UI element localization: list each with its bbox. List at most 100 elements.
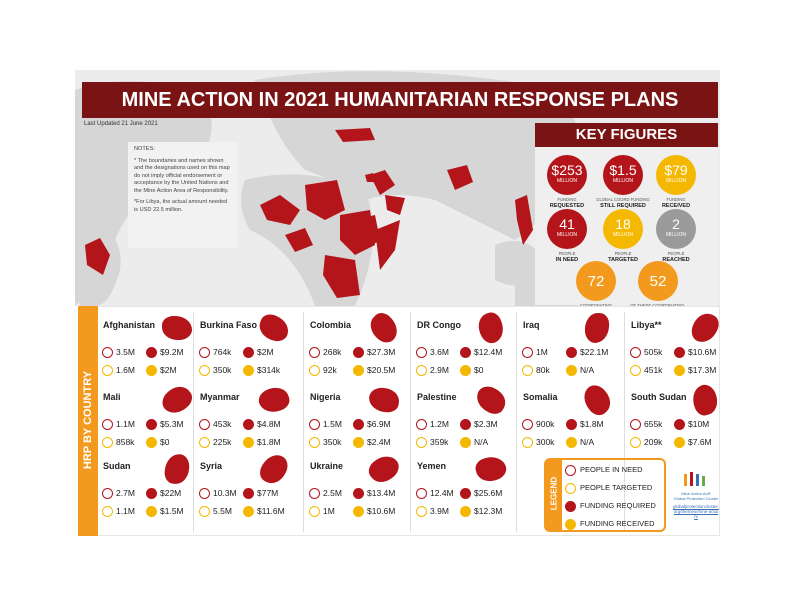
funding-received: $1.5M xyxy=(160,506,184,516)
legend-strip xyxy=(546,460,562,530)
people-in-need: 10.3M xyxy=(213,488,237,498)
legend-icon xyxy=(243,488,254,499)
country-name: Colombia xyxy=(310,320,352,330)
legend-icon xyxy=(353,437,364,448)
people-targeted: 80k xyxy=(536,365,550,375)
divider xyxy=(303,312,304,532)
funding-received: $0 xyxy=(160,437,170,447)
figure-sub: PEOPLE xyxy=(667,251,685,256)
people-targeted: 858k xyxy=(116,437,135,447)
people-targeted: 225k xyxy=(213,437,232,447)
people-in-need: 453k xyxy=(213,419,232,429)
legend-icon xyxy=(565,465,576,476)
funding-received: $2M xyxy=(160,365,177,375)
people-targeted: 359k xyxy=(430,437,449,447)
country-name: Myanmar xyxy=(200,392,240,402)
legend-icon xyxy=(565,519,576,530)
people-in-need: 2.5M xyxy=(323,488,342,498)
legend-icon xyxy=(199,419,210,430)
funding-required: $10M xyxy=(688,419,710,429)
legend-item: PEOPLE TARGETED xyxy=(580,483,653,492)
funding-required: $4.8M xyxy=(257,419,281,429)
legend-icon xyxy=(566,437,577,448)
section-label: HRP BY COUNTRY xyxy=(82,370,94,470)
funding-received: N/A xyxy=(580,365,595,375)
figure-unit: MILLION xyxy=(556,232,577,238)
legend-icon xyxy=(566,365,577,376)
divider xyxy=(624,312,625,532)
country-name: Afghanistan xyxy=(103,320,156,330)
figure-sub: COORDINATING xyxy=(566,303,626,308)
funding-received: N/A xyxy=(580,437,595,447)
legend-icon xyxy=(199,365,210,376)
funding-required: $6.9M xyxy=(367,419,391,429)
figure-value: $1.5 xyxy=(609,162,637,178)
legend-icon xyxy=(460,437,471,448)
legend-icon xyxy=(199,437,210,448)
people-targeted: 350k xyxy=(323,437,342,447)
legend-icon xyxy=(146,347,157,358)
figure-value: 2 xyxy=(672,216,680,232)
legend-item: FUNDING RECEIVED xyxy=(580,519,655,528)
funding-required: $2M xyxy=(257,347,274,357)
legend-icon xyxy=(674,419,685,430)
figure-label: RECEIVED xyxy=(661,203,691,209)
country-name: Nigeria xyxy=(310,392,341,402)
legend-icon xyxy=(146,506,157,517)
legend-icon xyxy=(460,365,471,376)
funding-received: $1.8M xyxy=(257,437,281,447)
figure-value: 41 xyxy=(559,216,575,232)
notes-heading: NOTES: xyxy=(134,146,155,152)
legend-icon xyxy=(309,437,320,448)
people-in-need: 2.7M xyxy=(116,488,135,498)
legend-icon xyxy=(416,488,427,499)
people-targeted: 350k xyxy=(213,365,232,375)
divider xyxy=(516,312,517,532)
legend-icon xyxy=(243,347,254,358)
figure-label: REACHED xyxy=(662,257,690,263)
legend-icon xyxy=(353,419,364,430)
people-in-need: 268k xyxy=(323,347,342,357)
logo: Mine Action AoR Global Protection Cluste… xyxy=(672,470,720,519)
people-in-need: 655k xyxy=(644,419,663,429)
legend-icon xyxy=(243,437,254,448)
legend-icon xyxy=(353,365,364,376)
funding-required: $22M xyxy=(160,488,182,498)
legend-icon xyxy=(102,365,113,376)
key-figures-title: KEY FIGURES xyxy=(535,123,718,147)
funding-required: $77M xyxy=(257,488,279,498)
country-name: Mali xyxy=(103,392,121,402)
funding-required: $1.8M xyxy=(580,419,604,429)
people-in-need: 12.4M xyxy=(430,488,454,498)
legend-icon xyxy=(522,437,533,448)
legend-icon xyxy=(630,419,641,430)
legend-item: PEOPLE IN NEED xyxy=(580,465,643,474)
legend-icon xyxy=(309,506,320,517)
last-updated: Last Updated 21 June 2021 xyxy=(84,121,158,127)
funding-received: N/A xyxy=(474,437,489,447)
figure-circle xyxy=(603,209,643,249)
figure-value: $253 xyxy=(551,162,583,178)
notes-box: NOTES: * The boundaries and names shown … xyxy=(128,142,238,248)
people-targeted: 92k xyxy=(323,365,337,375)
people-in-need: 900k xyxy=(536,419,555,429)
people-targeted: 5.5M xyxy=(213,506,232,516)
legend-icon xyxy=(416,365,427,376)
funding-required: $10.6M xyxy=(688,347,717,357)
logo-url[interactable]: globalprotectioncluster.org/themes/mine-… xyxy=(672,504,720,519)
legend-icon xyxy=(674,347,685,358)
key-figures-panel: KEY FIGURES $253 MILLION FUNDING REQUESTED $… xyxy=(535,123,718,315)
figure-value: 72 xyxy=(587,273,605,290)
legend-icon xyxy=(146,365,157,376)
legend-icon xyxy=(522,365,533,376)
legend-icon xyxy=(460,506,471,517)
figure-sub: FUNDING xyxy=(557,197,577,202)
country-name: Somalia xyxy=(523,392,558,402)
legend-icon xyxy=(243,419,254,430)
people-targeted: 1.1M xyxy=(116,506,135,516)
legend-icon xyxy=(416,437,427,448)
country-name: Syria xyxy=(200,461,223,471)
legend-icon xyxy=(199,506,210,517)
country-name: DR Congo xyxy=(417,320,461,330)
